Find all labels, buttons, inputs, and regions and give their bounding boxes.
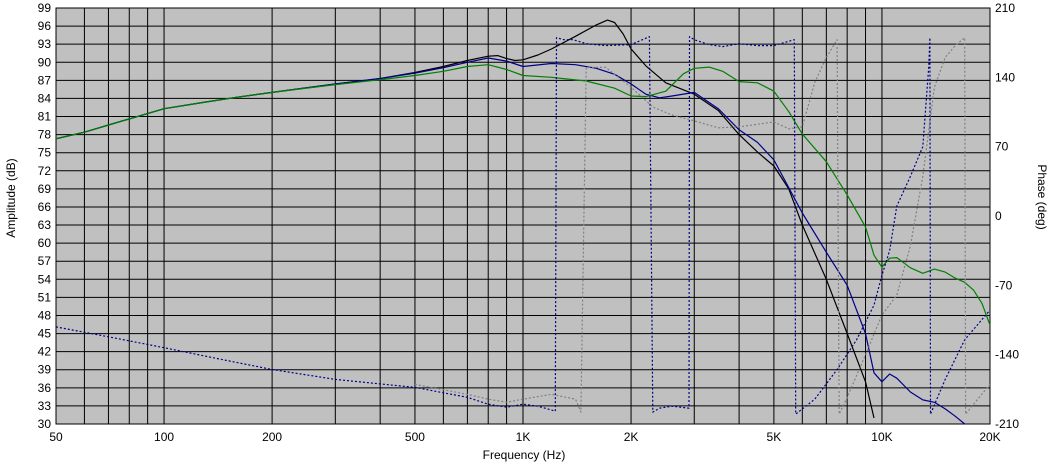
y2-tick-label: 0	[995, 209, 1002, 223]
y-tick-label: 66	[38, 200, 52, 214]
y-tick-label: 39	[38, 363, 52, 377]
y-tick-label: 87	[38, 73, 52, 87]
y-tick-label: 30	[38, 417, 52, 431]
y-tick-label: 63	[38, 218, 52, 232]
y-tick-label: 51	[38, 290, 52, 304]
x-tick-label: 2K	[624, 430, 639, 444]
y-tick-label: 36	[38, 381, 52, 395]
y-axis-title: Amplitude (dB)	[4, 158, 18, 237]
y-tick-label: 54	[38, 272, 52, 286]
series-line-2	[56, 64, 990, 326]
series-layer	[56, 19, 990, 424]
y-tick-label: 81	[38, 110, 52, 124]
y-tick-label: 57	[38, 254, 52, 268]
y-tick-label: 45	[38, 327, 52, 341]
x-axis-title: Frequency (Hz)	[483, 448, 566, 462]
x-tick-label: 200	[262, 430, 282, 444]
y-tick-label: 99	[38, 1, 52, 15]
y-tick-label: 90	[38, 55, 52, 69]
x-tick-label: 10K	[871, 430, 892, 444]
y-tick-label: 96	[38, 19, 52, 33]
y-tick-label: 75	[38, 146, 52, 160]
y-tick-label: 78	[38, 128, 52, 142]
y-tick-label: 93	[38, 37, 52, 51]
x-tick-label: 5K	[767, 430, 782, 444]
y2-tick-label: 140	[995, 70, 1015, 84]
y2-tick-label: -70	[995, 278, 1013, 292]
tick-labels: 30 33 36 39 42 45 48 51 54 57 60 63 66 69 72 75 78 81 84 87…	[38, 1, 1020, 444]
x-tick-label: 1K	[516, 430, 531, 444]
x-tick-label: 50	[49, 430, 63, 444]
y2-tick-label: -210	[995, 417, 1019, 431]
x-tick-label: 20K	[979, 430, 1000, 444]
y2-tick-label: -140	[995, 348, 1019, 362]
y-tick-label: 42	[38, 345, 52, 359]
y-tick-label: 33	[38, 399, 52, 413]
y-tick-label: 72	[38, 164, 52, 178]
y-tick-label: 48	[38, 308, 52, 322]
y-tick-label: 69	[38, 182, 52, 196]
y-tick-label: 84	[38, 91, 52, 105]
series-line-3	[56, 36, 990, 415]
y2-axis-title: Phase (deg)	[1035, 164, 1047, 229]
y2-tick-label: 210	[995, 1, 1015, 15]
grid-lines	[55, 7, 991, 425]
x-tick-label: 100	[154, 430, 174, 444]
y-tick-label: 60	[38, 236, 52, 250]
series-line-4	[414, 37, 990, 415]
y2-tick-label: 70	[995, 140, 1009, 154]
x-tick-label: 500	[405, 430, 425, 444]
